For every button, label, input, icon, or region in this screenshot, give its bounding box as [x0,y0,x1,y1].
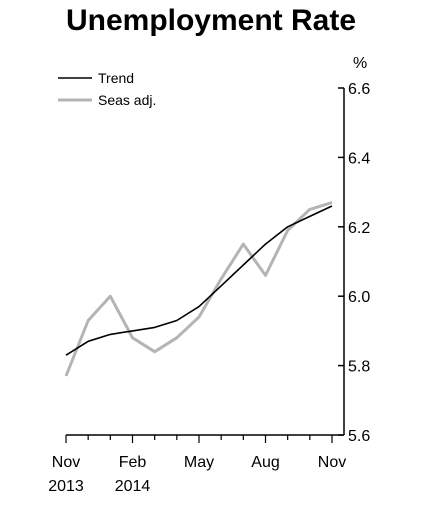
y-tick-label: 6.2 [348,220,370,237]
y-tick-label: 6.4 [348,150,370,167]
series-line-seas-adj [64,201,333,377]
legend-label-seas-adj: Seas adj. [98,92,156,108]
x-tick-label: May [184,454,214,471]
series-line-trend [65,205,333,356]
x-tick-label: Feb [119,454,147,471]
y-tick-label: 5.8 [348,359,370,376]
series-layer [64,201,333,377]
x-tick-label: Aug [251,454,279,471]
y-tick-label: 6.0 [348,289,370,306]
x-tick-label: Nov [318,454,346,471]
legend-label-trend: Trend [98,70,134,86]
x-tick-year-label: 2014 [115,478,151,495]
y-unit-label: % [353,55,367,72]
legend: Trend Seas adj. [58,70,156,108]
x-tick-label: Nov [52,454,80,471]
axes-layer: 5.6 5.8 6.0 6.2 6.4 6.6% Nov 2013 Feb 2014 May Aug N… [48,55,370,495]
chart-title: Unemployment Rate [65,4,357,37]
y-tick-label: 6.6 [348,81,370,98]
y-tick-label: 5.6 [348,428,370,445]
x-tick-year-label: 2013 [48,478,84,495]
